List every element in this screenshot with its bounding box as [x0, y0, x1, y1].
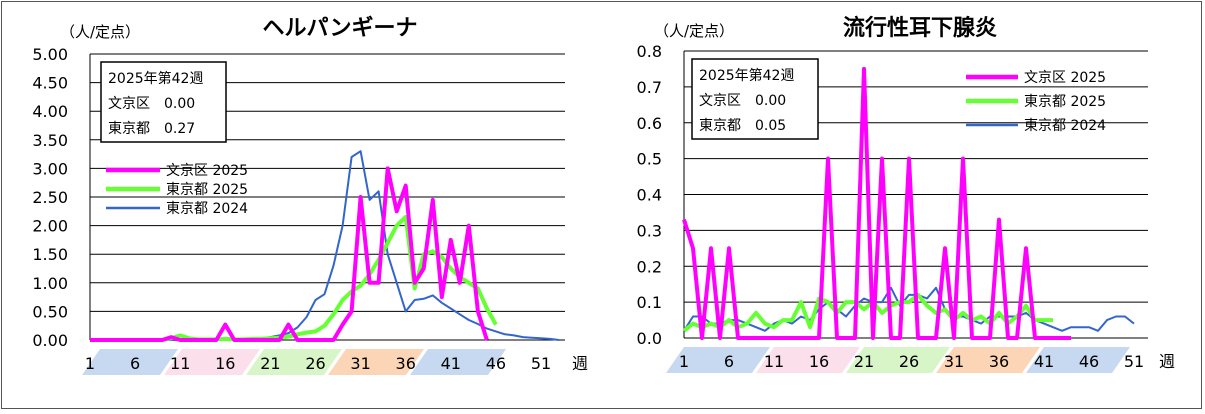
unit-label: （人/定点）: [654, 22, 734, 40]
x-tick-label: 11: [170, 354, 190, 373]
y-tick-label: 1.50: [32, 245, 68, 264]
y-tick-label: 2.50: [32, 188, 68, 207]
y-tick-label: 2.00: [32, 217, 68, 236]
season-band: [410, 349, 506, 375]
x-tick-label: 16: [809, 352, 829, 371]
y-tick-label: 0.5: [637, 150, 662, 169]
x-tick-label: 31: [350, 354, 370, 373]
info-box-line: 2025年第42週: [108, 70, 203, 87]
legend-label: 東京都 2025: [1024, 94, 1106, 110]
legend-label: 文京区 2025: [166, 163, 248, 179]
x-tick-label: 41: [441, 354, 461, 373]
y-tick-label: 0.1: [637, 293, 662, 312]
x-tick-label: 1: [679, 352, 689, 371]
season-band: [846, 347, 950, 373]
season-band: [936, 347, 1040, 373]
y-tick-label: 4.00: [32, 102, 68, 121]
y-tick-label: 0.0: [637, 329, 662, 348]
info-box-line: 2025年第42週: [699, 67, 794, 84]
legend-label: 東京都 2024: [166, 201, 248, 217]
info-box-line: 東京都 0.05: [699, 118, 786, 134]
unit-label: （人/定点）: [60, 23, 140, 41]
chart-title: 流行性耳下腺炎: [843, 15, 997, 41]
x-tick-label: 41: [1034, 352, 1054, 371]
series-line-3: [683, 286, 1135, 332]
season-band: [246, 349, 342, 375]
x-tick-label: 46: [1079, 352, 1099, 371]
season-band: [756, 347, 860, 373]
y-tick-label: 0.8: [637, 42, 662, 61]
chart-2: 流行性耳下腺炎 （人/定点） 0.0 0.1 0.2 0.3 0.4 0.5 0.6 0.7 0.8…: [637, 15, 1175, 373]
x-tick-label: 26: [899, 352, 919, 371]
info-box-line: 文京区 0.00: [108, 96, 195, 112]
y-tick-label: 1.00: [32, 274, 68, 293]
y-tick-label: 3.50: [32, 131, 68, 150]
x-tick-label: 11: [764, 352, 784, 371]
x-tick-label: 21: [854, 352, 874, 371]
x-tick-label: 6: [130, 354, 140, 373]
x-tick-label: 6: [724, 352, 734, 371]
info-box: [100, 61, 227, 143]
x-tick-label: 1: [85, 354, 95, 373]
chart-1: ヘルパンギーナ （人/定点） 0.00 0.50 1.00 1.50 2.00 2.50 3.0…: [32, 16, 588, 375]
x-tick-label: 16: [215, 354, 235, 373]
info-box-line: 文京区 0.00: [699, 93, 786, 109]
y-tick-label: 5.00: [32, 45, 68, 64]
x-axis-label: 週: [1159, 352, 1175, 371]
legend-label: 東京都 2024: [1024, 118, 1106, 134]
x-tick-label: 51: [1124, 352, 1144, 371]
series-line-1: [682, 66, 1071, 340]
y-tick-label: 0.4: [637, 186, 662, 205]
x-tick-label: 31: [944, 352, 964, 371]
x-tick-label: 26: [305, 354, 325, 373]
season-band: [82, 349, 178, 375]
x-tick-label: 21: [260, 354, 280, 373]
y-tick-label: 3.00: [32, 159, 68, 178]
x-axis-label: 週: [572, 354, 588, 373]
season-band: [328, 349, 424, 375]
x-tick-label: 36: [396, 354, 416, 373]
x-tick-label: 36: [989, 352, 1009, 371]
x-tick-label: 51: [531, 354, 551, 373]
y-tick-label: 0.50: [32, 302, 68, 321]
chart-title: ヘルパンギーナ: [262, 16, 417, 41]
info-box-line: 東京都 0.27: [108, 121, 195, 137]
info-box: [691, 58, 819, 140]
season-band: [1026, 347, 1130, 373]
y-tick-label: 0.6: [637, 114, 662, 133]
y-tick-label: 0.00: [32, 331, 68, 350]
x-tick-label: 46: [486, 354, 506, 373]
season-band: [164, 349, 260, 375]
season-band: [666, 347, 770, 373]
y-tick-label: 0.7: [637, 78, 662, 97]
legend-label: 東京都 2025: [166, 182, 248, 198]
series-line-1: [90, 166, 489, 342]
y-tick-label: 4.50: [32, 74, 68, 93]
legend-label: 文京区 2025: [1024, 70, 1106, 86]
y-tick-label: 0.2: [637, 257, 662, 276]
y-tick-label: 0.3: [637, 221, 662, 240]
